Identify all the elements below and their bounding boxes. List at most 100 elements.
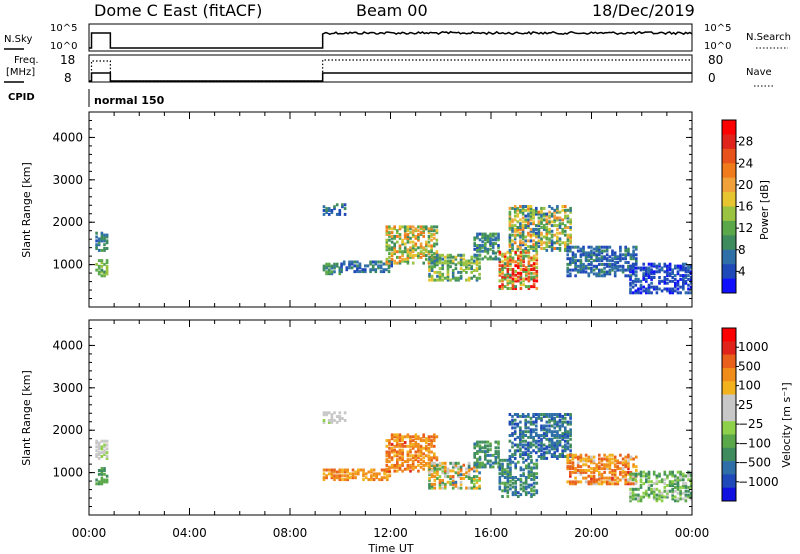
- echo-cell: [592, 251, 596, 255]
- echo-cell: [340, 268, 343, 272]
- echo-cell: [569, 472, 572, 476]
- echo-cell: [574, 245, 577, 249]
- echo-cell: [521, 226, 525, 229]
- echo-cell: [428, 463, 431, 467]
- echo-cell: [624, 247, 627, 251]
- echo-cell: [451, 463, 455, 467]
- echo-cell: [687, 291, 690, 295]
- echo-cell: [383, 472, 386, 476]
- echo-cell: [624, 474, 627, 478]
- echo-cell: [645, 287, 648, 291]
- echo-cell: [529, 443, 533, 447]
- echo-cell: [545, 413, 549, 416]
- echo-cell: [645, 493, 648, 497]
- echo-cell: [366, 264, 370, 268]
- echo-cell: [679, 268, 682, 272]
- echo-cell: [435, 250, 439, 254]
- echo-cell: [425, 441, 428, 444]
- echo-cell: [639, 470, 643, 474]
- echo-cell: [430, 248, 433, 252]
- echo-cell: [406, 248, 410, 252]
- echo-cell: [631, 497, 635, 501]
- echo-cell: [598, 253, 601, 257]
- echo-cell: [684, 279, 688, 283]
- echo-cell: [590, 482, 593, 486]
- echo-cell: [498, 485, 502, 489]
- echo-cell: [550, 243, 554, 247]
- echo-cell: [553, 420, 556, 424]
- echo-cell: [435, 238, 439, 242]
- echo-cell: [511, 220, 514, 224]
- echo-cell: [674, 266, 677, 270]
- echo-cell: [514, 489, 517, 493]
- echo-cell: [333, 474, 336, 478]
- echo-cell: [414, 433, 418, 437]
- echo-cell: [608, 480, 612, 484]
- echo-cell: [385, 458, 389, 462]
- echo-cell: [590, 455, 593, 459]
- echo-cell: [631, 285, 635, 289]
- echo-cell: [438, 486, 442, 490]
- echo-cell: [535, 481, 539, 485]
- echo-cell: [558, 455, 562, 458]
- echo-cell: [475, 259, 479, 263]
- echo-cell: [603, 465, 606, 469]
- echo-cell: [95, 453, 98, 457]
- echo-cell: [406, 463, 410, 467]
- echo-cell: [414, 458, 418, 462]
- echo-cell: [553, 441, 556, 445]
- echo-cell: [535, 224, 538, 228]
- echo-cell: [645, 289, 648, 293]
- echo-cell: [508, 227, 512, 231]
- echo-cell: [327, 209, 331, 212]
- echo-cell: [358, 266, 362, 270]
- echo-cell: [668, 489, 672, 493]
- echo-cell: [393, 248, 396, 252]
- echo-cell: [517, 264, 520, 268]
- echo-cell: [527, 413, 530, 416]
- echo-cell: [393, 234, 396, 238]
- echo-cell: [441, 274, 444, 278]
- echo-cell: [537, 443, 541, 447]
- echo-cell: [446, 469, 450, 473]
- echo-cell: [441, 471, 444, 475]
- echo-cell: [484, 242, 487, 246]
- echo-cell: [436, 263, 439, 267]
- echo-cell: [501, 266, 504, 270]
- echo-cell: [676, 283, 680, 287]
- echo-cell: [481, 463, 484, 467]
- echo-cell: [422, 463, 425, 467]
- echo-cell: [550, 224, 554, 228]
- echo-cell: [503, 485, 507, 489]
- echo-cell: [569, 413, 572, 416]
- echo-cell: [486, 247, 490, 251]
- echo-cell: [540, 453, 543, 457]
- echo-cell: [425, 248, 428, 252]
- echo-cell: [489, 459, 492, 463]
- echo-cell: [398, 246, 402, 250]
- echo-cell: [556, 435, 559, 439]
- echo-cell: [689, 287, 693, 291]
- echo-cell: [689, 272, 693, 276]
- echo-cell: [616, 482, 620, 486]
- echo-cell: [454, 278, 458, 282]
- echo-cell: [508, 241, 512, 245]
- echo-cell: [605, 459, 609, 463]
- echo-cell: [519, 273, 523, 277]
- echo-cell: [508, 216, 512, 220]
- echo-cell: [475, 469, 479, 473]
- echo-cell: [592, 247, 596, 251]
- echo-cell: [396, 250, 399, 254]
- echo-cell: [545, 456, 549, 460]
- echo-cell: [390, 260, 393, 264]
- echo-cell: [351, 474, 355, 478]
- echo-cell: [571, 453, 575, 457]
- echo-cell: [427, 229, 431, 233]
- echo-cell: [97, 248, 101, 252]
- echo-cell: [501, 271, 504, 275]
- echo-cell: [398, 458, 402, 462]
- echo-cell: [671, 268, 674, 272]
- echo-cell: [414, 244, 418, 248]
- echo-cell: [388, 248, 391, 252]
- echo-cell: [679, 264, 682, 268]
